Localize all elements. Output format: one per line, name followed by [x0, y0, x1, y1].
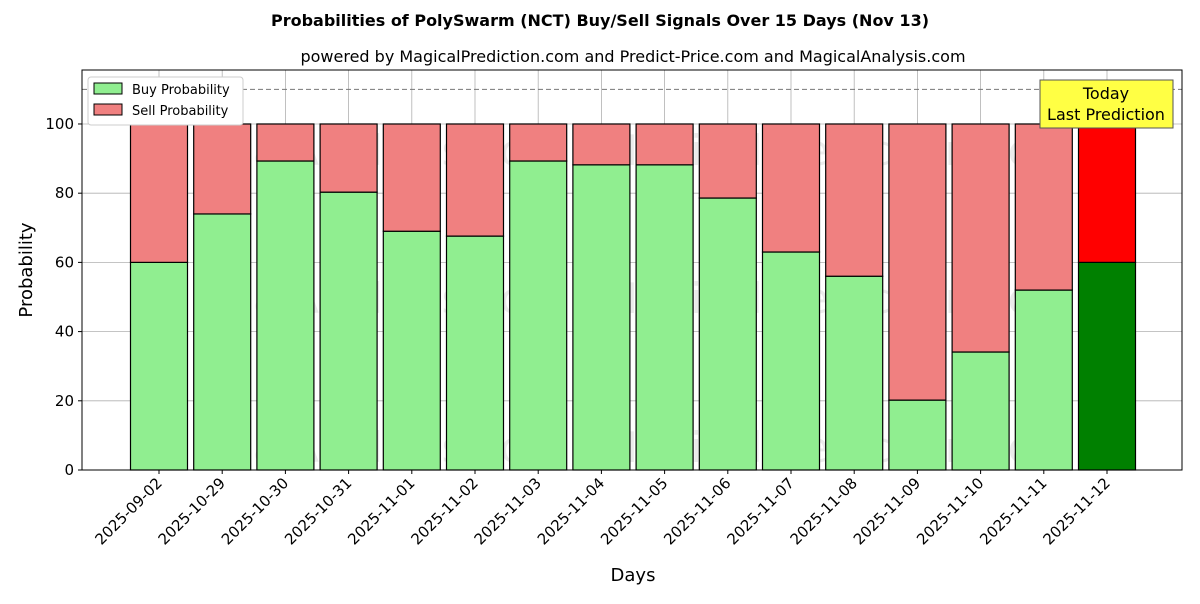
- buy-bar: [1014, 289, 1073, 471]
- x-tick-label: 2025-11-10: [913, 474, 987, 548]
- sell-bar: [888, 123, 947, 401]
- annotation-line2: Last Prediction: [1047, 105, 1165, 124]
- sell-bar: [572, 123, 631, 166]
- annotation-box: [1039, 79, 1174, 129]
- sell-bar: [509, 123, 568, 162]
- today-annotation: Today Last Prediction: [1039, 79, 1174, 129]
- buy-bar: [382, 230, 441, 471]
- chart-subtitle: powered by MagicalPrediction.com and Pre…: [300, 47, 965, 66]
- x-tick-label: 2025-11-02: [407, 474, 481, 548]
- sell-bar: [445, 123, 505, 237]
- buy-bar: [761, 251, 821, 471]
- legend: Buy Probability Sell Probability: [87, 76, 244, 126]
- legend-swatch-buy: [93, 82, 123, 95]
- sell-bar: [698, 123, 757, 199]
- x-tick-label: 2025-11-04: [534, 474, 608, 548]
- x-tick-label: 2025-11-09: [850, 474, 924, 548]
- y-tick-label: 100: [45, 115, 74, 133]
- x-tick-label: 2025-11-11: [976, 474, 1050, 548]
- buy-bar: [509, 160, 568, 471]
- buy-bar: [256, 160, 315, 471]
- buy-bar: [193, 213, 252, 471]
- buy-bar: [951, 351, 1010, 471]
- buy-bar: [319, 191, 378, 471]
- sell-bar: [1014, 123, 1073, 291]
- buy-bar: [698, 197, 757, 471]
- legend-label-buy: Buy Probability: [132, 83, 230, 98]
- x-tick-label: 2025-10-29: [155, 474, 229, 548]
- sell-bar: [256, 123, 315, 162]
- y-tick-label: 80: [55, 184, 74, 202]
- buy-bar: [635, 164, 694, 471]
- sell-bar: [825, 123, 884, 277]
- x-tick-label: 2025-11-01: [344, 474, 418, 548]
- x-tick-label: 2025-11-03: [471, 474, 545, 548]
- x-tick-label: 2025-10-30: [218, 474, 292, 548]
- buy-bar: [1077, 261, 1137, 471]
- x-tick-label: 2025-09-02: [91, 474, 165, 548]
- y-tick-label: 20: [55, 392, 74, 410]
- annotation-line1: Today: [1082, 84, 1129, 103]
- sell-bar: [761, 123, 821, 253]
- sell-bar: [193, 123, 252, 215]
- legend-box: [87, 76, 244, 126]
- legend-swatch-sell: [93, 103, 123, 116]
- buy-bar: [572, 164, 631, 471]
- sell-bar: [951, 123, 1010, 353]
- x-tick-label: 2025-11-06: [660, 474, 734, 548]
- x-tick-label: 2025-11-12: [1039, 474, 1113, 548]
- x-tick-label: 2025-11-05: [597, 474, 671, 548]
- sell-bar: [129, 123, 189, 263]
- chart-title: Probabilities of PolySwarm (NCT) Buy/Sel…: [271, 11, 929, 30]
- buy-bar: [825, 275, 884, 471]
- sell-bar: [1077, 123, 1137, 263]
- buy-bar: [129, 261, 189, 471]
- sell-bar: [635, 123, 694, 166]
- sell-bar: [319, 123, 378, 193]
- y-tick-label: 60: [55, 253, 74, 271]
- sell-bar: [382, 123, 441, 232]
- y-tick-label: 40: [55, 323, 74, 341]
- buy-bar: [888, 399, 947, 471]
- x-tick-label: 2025-11-08: [787, 474, 861, 548]
- plot-frame: [81, 69, 1183, 471]
- buy-bar: [445, 235, 505, 471]
- y-tick-label: 0: [64, 461, 74, 479]
- x-tick-label: 2025-10-31: [281, 474, 355, 548]
- x-axis-label: Days: [611, 565, 656, 586]
- x-tick-label: 2025-11-07: [723, 474, 797, 548]
- y-axis-label: Probability: [16, 222, 37, 317]
- legend-label-sell: Sell Probability: [132, 104, 229, 119]
